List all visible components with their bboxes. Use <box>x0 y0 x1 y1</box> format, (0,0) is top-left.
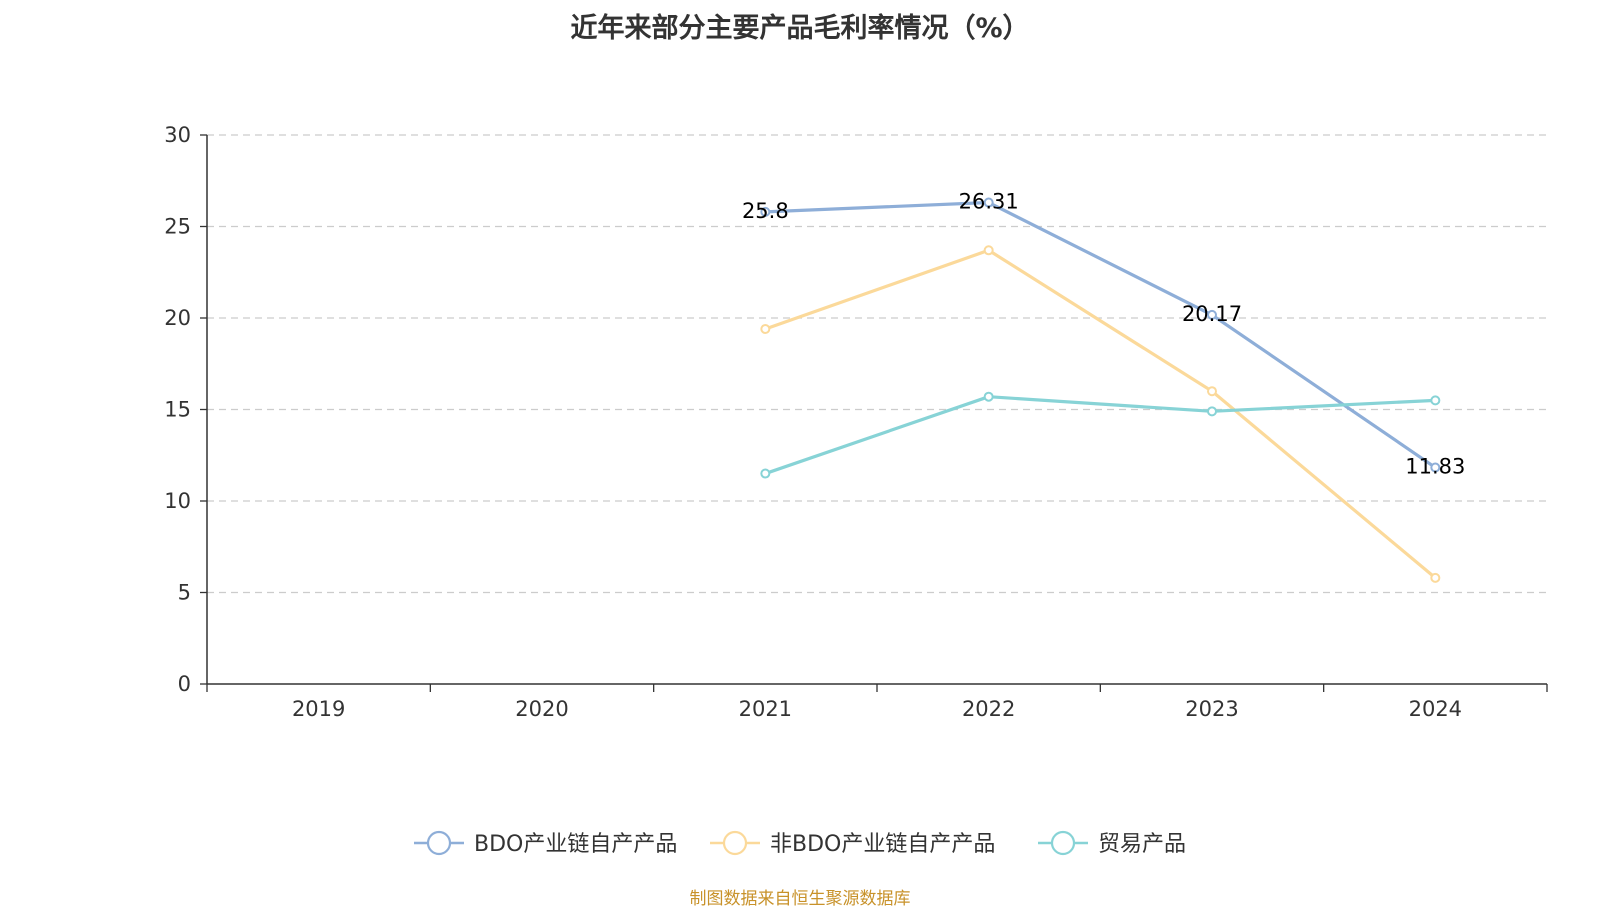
y-tick-label: 20 <box>164 306 191 330</box>
series-line <box>765 200 1437 469</box>
chart-title: 近年来部分主要产品毛利率情况（%） <box>570 13 1030 44</box>
x-tick-label: 2021 <box>739 697 792 721</box>
data-point <box>1207 406 1217 417</box>
legend-marker <box>1050 830 1076 856</box>
data-point <box>1430 395 1441 406</box>
data-point <box>760 323 771 334</box>
legend-marker <box>426 830 452 856</box>
x-tick-label: 2024 <box>1409 697 1462 721</box>
y-tick-label: 5 <box>178 581 191 605</box>
axes: 0 5 10 15 20 25 30 2019 2020 2021 2022 2023 2024 <box>164 123 1548 721</box>
legend-item: 贸易产品 <box>1038 830 1186 857</box>
legend-label: 贸易产品 <box>1098 832 1186 857</box>
legend-marker <box>722 830 748 856</box>
series-lines <box>760 197 1441 583</box>
y-tick-label: 10 <box>164 489 191 513</box>
data-point <box>983 197 994 208</box>
data-point <box>1207 386 1217 397</box>
data-point <box>983 391 994 402</box>
data-point <box>1430 572 1441 583</box>
data-point <box>983 245 994 256</box>
grid-lines <box>207 134 1547 594</box>
data-point <box>760 468 771 479</box>
data-label: 20.17 <box>1182 302 1242 326</box>
legend-label: BDO产业链自产产品 <box>474 832 677 857</box>
data-labels: 25.8 26.31 20.17 11.83 <box>742 190 1465 479</box>
x-tick-label: 2020 <box>515 697 568 721</box>
legend-item: 非BDO产业链自产产品 <box>710 830 995 857</box>
series-line <box>764 248 1437 580</box>
data-label: 11.83 <box>1405 455 1465 479</box>
data-label: 26.31 <box>959 190 1019 214</box>
x-tick-label: 2023 <box>1185 697 1238 721</box>
source-note: 制图数据来自恒生聚源数据库 <box>689 889 911 909</box>
y-tick-label: 15 <box>164 398 191 422</box>
legend-label: 非BDO产业链自产产品 <box>770 832 995 857</box>
y-tick-label: 0 <box>178 672 191 696</box>
y-tick-label: 30 <box>164 123 191 147</box>
data-point <box>1430 462 1441 473</box>
data-point <box>760 206 771 217</box>
data-label: 25.8 <box>742 199 789 223</box>
x-tick-label: 2022 <box>962 697 1015 721</box>
x-tick-label: 2019 <box>292 697 345 721</box>
series-line <box>764 395 1436 476</box>
legend: BDO产业链自产产品 非BDO产业链自产产品 贸易产品 <box>414 830 1186 857</box>
y-tick-label: 25 <box>164 215 191 239</box>
legend-item: BDO产业链自产产品 <box>414 830 677 857</box>
data-point <box>1207 309 1217 320</box>
